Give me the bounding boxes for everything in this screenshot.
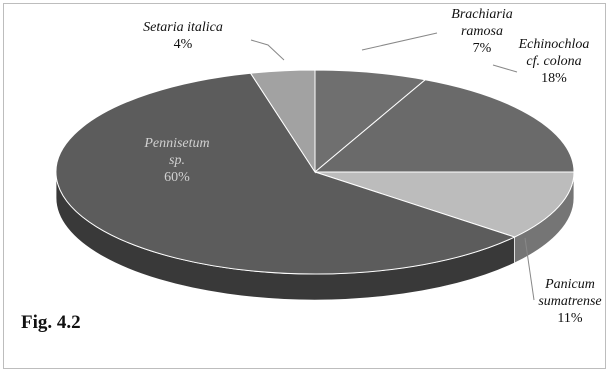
leader-line-panicum-sumatrense: [524, 237, 535, 301]
leader-line-echinochloa-cf-colona: [492, 64, 518, 73]
pie-slice-brachiaria-ramosa: [314, 69, 427, 174]
slice-name-label: Panicum: [544, 277, 595, 292]
pie-labels: Brachiaria ramosa 7% Echinochloa cf. colona 1…: [143, 7, 601, 326]
slice-name-label: ramosa: [461, 24, 503, 39]
pie-slice-pennisetum-sp-: [55, 72, 516, 275]
slice-percent-label: 4%: [174, 37, 193, 52]
slice-name-label: cf. colona: [526, 54, 581, 69]
pie-slice-panicum-sumatrense: [314, 171, 575, 238]
slice-name-label: sumatrense: [538, 294, 601, 309]
leader-line-setaria-italica: [250, 39, 285, 61]
slice-percent-label: 60%: [164, 170, 190, 185]
slice-name-label: sp.: [169, 153, 185, 168]
slice-name-label: Setaria italica: [143, 20, 223, 35]
slice-percent-label: 18%: [541, 71, 567, 86]
pie-top-faces: [55, 69, 575, 275]
slice-name-label: Brachiaria: [451, 7, 512, 22]
slice-name-label: Echinochloa: [518, 37, 590, 52]
slice-percent-label: 7%: [473, 41, 492, 56]
slice-percent-label: 11%: [557, 311, 582, 326]
pie-slice-setaria-italica: [249, 69, 316, 174]
figure-caption: Fig. 4.2: [21, 312, 81, 333]
slice-name-label: Pennisetum: [143, 136, 209, 151]
leader-line-brachiaria-ramosa: [361, 32, 438, 51]
pie-slice-echinochloa-cf-colona: [313, 79, 575, 173]
